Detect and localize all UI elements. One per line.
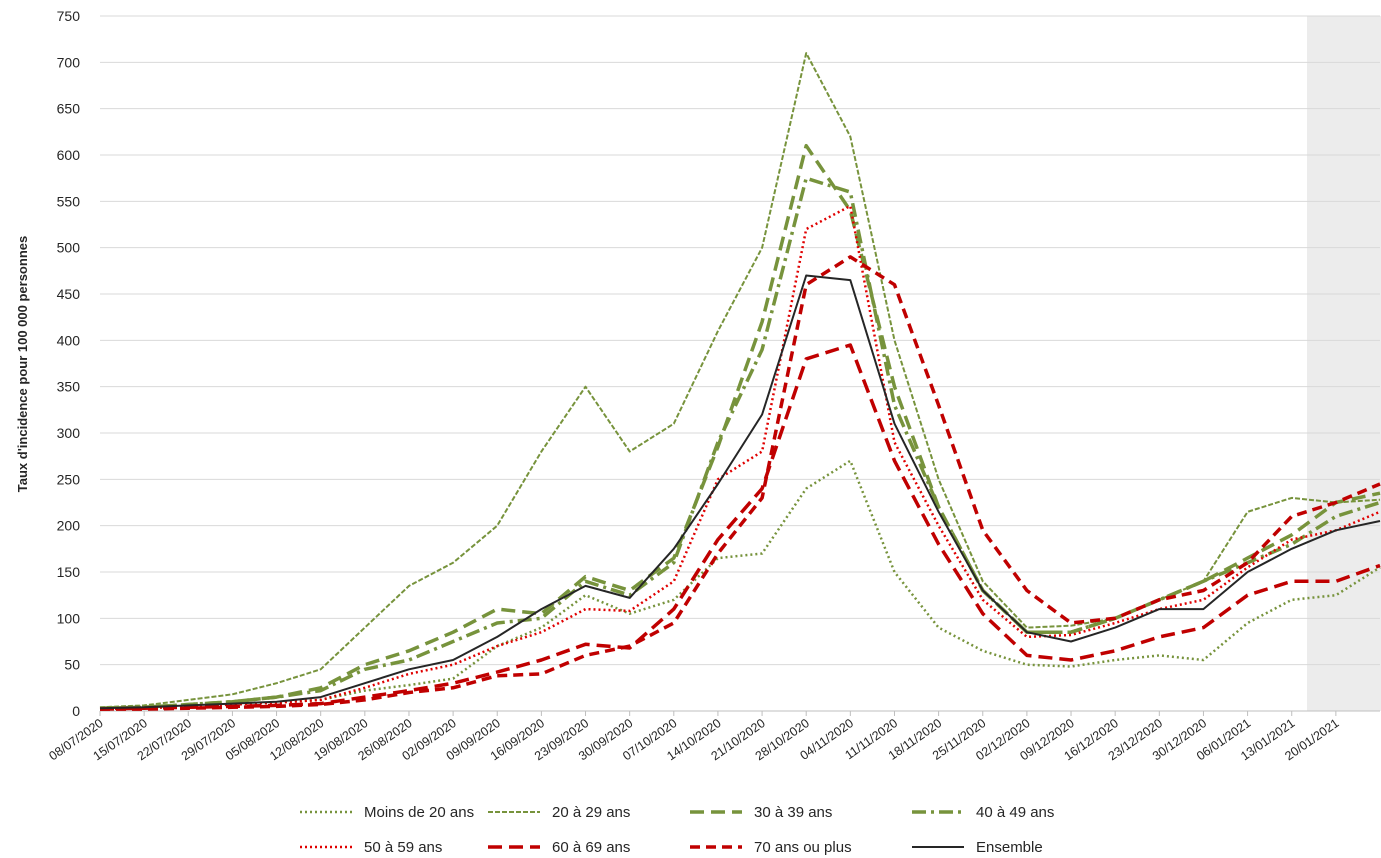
- y-tick-label: 450: [57, 286, 81, 302]
- series-line: [99, 459, 1381, 711]
- provisional-zone: [1307, 16, 1381, 711]
- legend-label: 20 à 29 ans: [552, 804, 630, 821]
- legend-label: 40 à 49 ans: [976, 804, 1054, 821]
- y-tick-label: 650: [57, 101, 81, 117]
- series-line: [100, 255, 1381, 711]
- y-tick-label: 600: [57, 147, 81, 163]
- y-tick-label: 50: [64, 657, 80, 673]
- y-tick-label: 550: [57, 193, 81, 209]
- y-tick-label: 200: [57, 518, 81, 534]
- y-tick-label: 500: [57, 240, 81, 256]
- y-tick-label: 700: [57, 54, 81, 70]
- y-tick-label: 150: [57, 564, 81, 580]
- y-tick-label: 100: [57, 610, 81, 626]
- series-line: [99, 143, 1381, 710]
- y-tick-label: 250: [57, 471, 81, 487]
- legend-label: 60 à 69 ans: [552, 839, 630, 856]
- legend-label: 70 ans ou plus: [754, 839, 852, 856]
- y-tick-label: 750: [57, 8, 81, 24]
- legend-label: 50 à 59 ans: [364, 839, 442, 856]
- series-line: [99, 204, 1381, 711]
- y-tick-label: 400: [57, 332, 81, 348]
- series-line: [99, 176, 1381, 710]
- y-tick-label: 350: [57, 379, 81, 395]
- legend-label: Ensemble: [976, 839, 1043, 856]
- y-tick-label: 300: [57, 425, 81, 441]
- y-axis-title: Taux d'incidence pour 100 000 personnes: [15, 236, 30, 492]
- legend-label: 30 à 39 ans: [754, 804, 832, 821]
- series-line: [99, 274, 1381, 710]
- y-tick-label: 0: [72, 703, 80, 719]
- legend-label: Moins de 20 ans: [364, 804, 474, 821]
